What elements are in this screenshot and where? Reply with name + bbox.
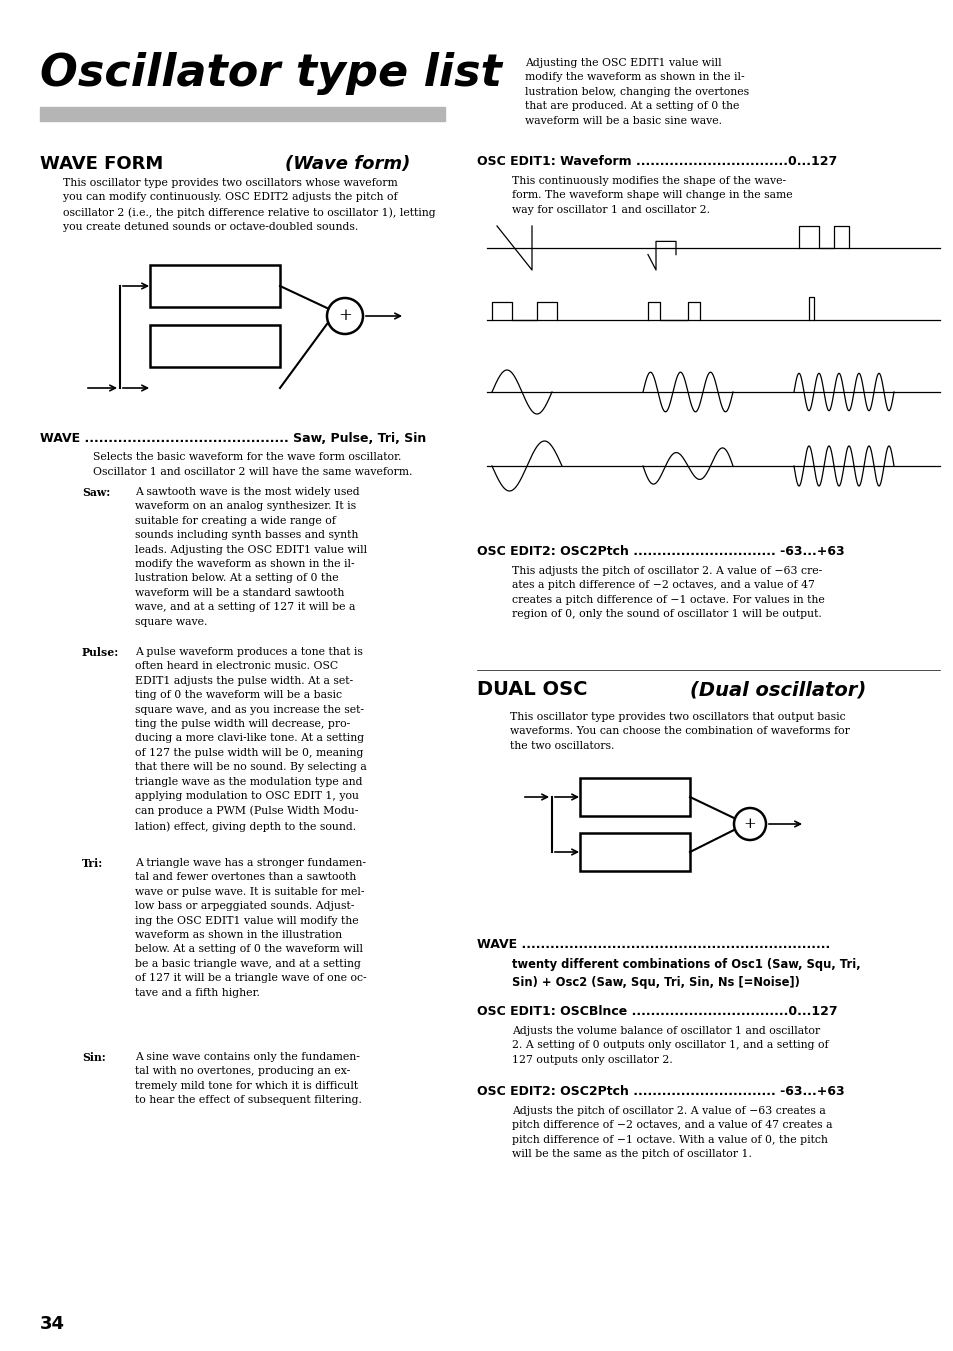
Bar — [150, 265, 280, 307]
Text: Adjusts the pitch of oscillator 2. A value of −63 creates a
pitch difference of : Adjusts the pitch of oscillator 2. A val… — [512, 1106, 832, 1159]
Text: 34: 34 — [40, 1315, 65, 1333]
Text: Adjusting the OSC EDIT1 value will
modify the waveform as shown in the il-
lustr: Adjusting the OSC EDIT1 value will modif… — [524, 58, 748, 126]
Text: WAVE FORM: WAVE FORM — [40, 155, 163, 173]
Text: +: + — [337, 308, 352, 324]
Text: DUAL OSC: DUAL OSC — [476, 680, 587, 698]
Text: Oscillator 1 and oscillator 2 will have the same waveform.: Oscillator 1 and oscillator 2 will have … — [92, 467, 412, 477]
Text: This adjusts the pitch of oscillator 2. A value of −63 cre-
ates a pitch differe: This adjusts the pitch of oscillator 2. … — [512, 566, 824, 619]
Text: OSC EDIT1: OSCBlnce .................................0...127: OSC EDIT1: OSCBlnce ....................… — [476, 1005, 837, 1019]
Text: twenty different combinations of Osc1 (Saw, Squ, Tri,
Sin) + Osc2 (Saw, Squ, Tri: twenty different combinations of Osc1 (S… — [512, 958, 860, 989]
Text: WAVE .................................................................: WAVE ...................................… — [476, 938, 829, 951]
Bar — [150, 326, 280, 367]
Text: WAVE ........................................... Saw, Pulse, Tri, Sin: WAVE ...................................… — [40, 432, 426, 444]
Bar — [579, 834, 689, 871]
Text: This continuously modifies the shape of the wave-
form. The waveform shape will : This continuously modifies the shape of … — [512, 176, 792, 215]
Text: Sin:: Sin: — [82, 1052, 106, 1063]
Text: +: + — [742, 817, 756, 831]
Text: Pulse:: Pulse: — [82, 647, 119, 658]
Text: This oscillator type provides two oscillators whose waveform
you can modify cont: This oscillator type provides two oscill… — [63, 178, 436, 232]
Bar — [579, 778, 689, 816]
Text: OSC EDIT2: OSC2Ptch .............................. -63...+63: OSC EDIT2: OSC2Ptch ....................… — [476, 1085, 843, 1098]
Text: (Dual oscillator): (Dual oscillator) — [689, 680, 865, 698]
Text: OSC EDIT2: OSC2Ptch .............................. -63...+63: OSC EDIT2: OSC2Ptch ....................… — [476, 544, 843, 558]
Text: Saw:: Saw: — [82, 486, 111, 499]
Text: This oscillator type provides two oscillators that output basic
waveforms. You c: This oscillator type provides two oscill… — [510, 712, 849, 751]
Text: OSC EDIT1: Waveform ................................0...127: OSC EDIT1: Waveform ....................… — [476, 155, 837, 168]
Text: A pulse waveform produces a tone that is
often heard in electronic music. OSC
ED: A pulse waveform produces a tone that is… — [135, 647, 366, 832]
Text: A sine wave contains only the fundamen-
tal with no overtones, producing an ex-
: A sine wave contains only the fundamen- … — [135, 1052, 361, 1105]
Text: Adjusts the volume balance of oscillator 1 and oscillator
2. A setting of 0 outp: Adjusts the volume balance of oscillator… — [512, 1025, 828, 1065]
Text: A sawtooth wave is the most widely used
waveform on an analog synthesizer. It is: A sawtooth wave is the most widely used … — [135, 486, 367, 627]
Bar — [40, 107, 444, 122]
Text: Tri:: Tri: — [82, 858, 103, 869]
Text: (Wave form): (Wave form) — [285, 155, 410, 173]
Text: Oscillator type list: Oscillator type list — [40, 51, 501, 95]
Text: A triangle wave has a stronger fundamen-
tal and fewer overtones than a sawtooth: A triangle wave has a stronger fundamen-… — [135, 858, 366, 997]
Text: Selects the basic waveform for the wave form oscillator.: Selects the basic waveform for the wave … — [92, 453, 401, 462]
